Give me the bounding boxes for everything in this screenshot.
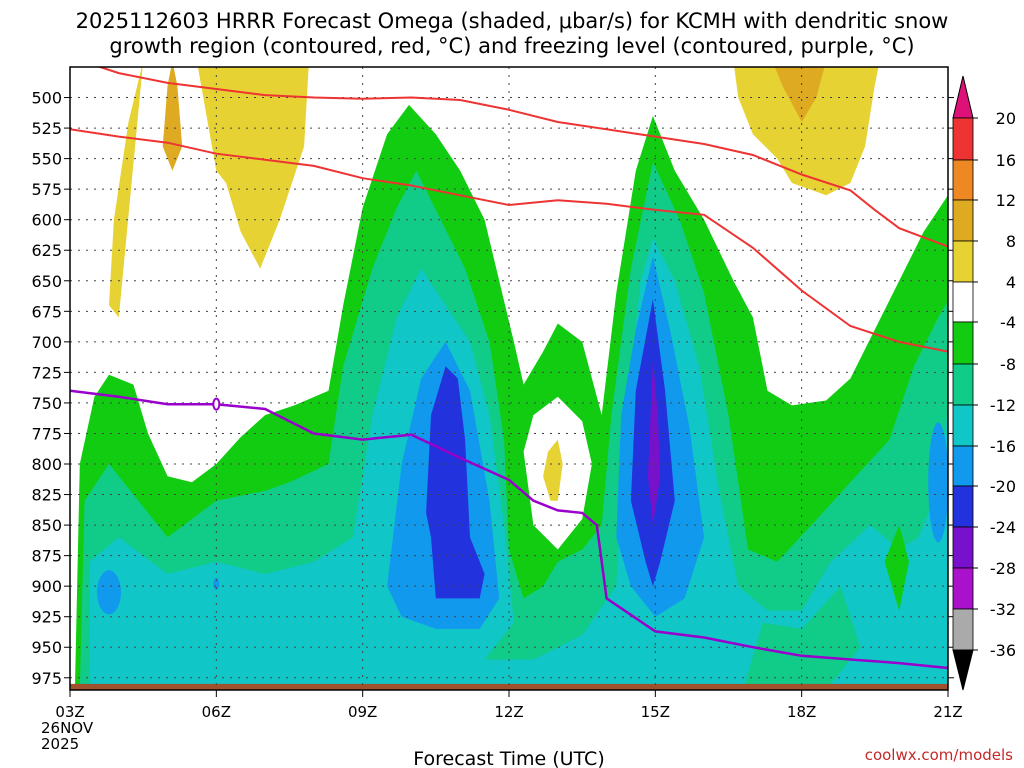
omega-contour-p8-05z <box>162 67 183 171</box>
omega-contour-p8-18z <box>774 67 825 122</box>
colorbar-label: 4 <box>1006 273 1016 292</box>
colorbar-segment <box>952 117 974 161</box>
y-tick-label: 900 <box>31 577 62 596</box>
freezing-level-label-marker <box>212 397 221 411</box>
colorbar-label: 12 <box>996 191 1016 210</box>
colorbar-segment <box>952 445 974 487</box>
colorbar-segment <box>952 281 974 323</box>
colorbar-label: -16 <box>990 437 1016 456</box>
omega-blob-04z <box>97 570 122 615</box>
colorbar-segment <box>952 485 974 528</box>
x-axis-title: Forecast Time (UTC) <box>413 748 604 768</box>
omega-shading <box>74 67 948 690</box>
colorbar-label: 8 <box>1006 232 1016 251</box>
y-tick-label: 950 <box>31 638 62 657</box>
y-tick-label: 625 <box>31 241 62 260</box>
y-tick-label: 850 <box>31 516 62 535</box>
x-tick-label: 06Z <box>202 703 231 721</box>
colorbar-bottom-arrow <box>952 649 974 691</box>
y-tick-label: 500 <box>31 89 62 108</box>
y-tick-label: 825 <box>31 486 62 505</box>
y-tick-label: 975 <box>31 669 62 688</box>
colorbar-label: 16 <box>996 151 1016 170</box>
x-date-label: 26NOV <box>41 719 94 737</box>
omega-contour-m12 <box>89 238 948 690</box>
colorbar-label: -8 <box>1000 355 1016 374</box>
omega-contour-p4-18z <box>734 67 879 196</box>
omega-contour-p4-13z <box>543 439 563 501</box>
y-tick-label: 550 <box>31 150 62 169</box>
x-tick-label: 18Z <box>787 703 816 721</box>
colorbar-label: -24 <box>990 518 1016 537</box>
omega-lowright-green <box>743 586 861 690</box>
y-tick-label: 700 <box>31 333 62 352</box>
colorbar-label: -32 <box>990 600 1016 619</box>
x-tick-label: 15Z <box>641 703 670 721</box>
dendritic-contour-line <box>70 128 948 353</box>
omega-contour-m24-15z <box>648 360 661 526</box>
y-tick-label: 875 <box>31 547 62 566</box>
colorbar-label: 20 <box>996 109 1016 128</box>
colorbar-segment <box>952 199 974 242</box>
omega-contour-p4-05z <box>109 67 309 318</box>
colorbar-label: -12 <box>990 396 1016 415</box>
freezing-level-line <box>70 389 948 670</box>
y-tick-label: 575 <box>31 180 62 199</box>
colorbar-segment <box>952 363 974 406</box>
colorbar-segment <box>952 159 974 201</box>
ground-fill <box>70 683 948 690</box>
colorbar-segment <box>952 404 974 447</box>
omega-blob-21z <box>928 422 949 543</box>
y-tick-label: 750 <box>31 394 62 413</box>
chart-title-line2: growth region (contoured, red, °C) and f… <box>109 34 915 58</box>
y-tick-label: 800 <box>31 455 62 474</box>
colorbar-segment <box>952 240 974 283</box>
x-tick-label: 03Z <box>55 703 84 721</box>
x-date-label: 2025 <box>41 735 79 753</box>
dendritic-contour-line <box>96 67 948 248</box>
colorbar-top-arrow <box>952 75 974 119</box>
omega-contour-m20-11z <box>426 366 485 599</box>
x-tick-label: 09Z <box>348 703 377 721</box>
colorbar-segment <box>952 567 974 610</box>
y-tick-label: 600 <box>31 211 62 230</box>
colorbar-segment <box>952 608 974 651</box>
colorbar-label: -36 <box>990 641 1016 660</box>
omega-lowright-green2 <box>884 525 909 611</box>
y-tick-label: 675 <box>31 302 62 321</box>
x-tick-label: 21Z <box>933 703 962 721</box>
colorbar-label: -28 <box>990 559 1016 578</box>
chart-title-line1: 2025112603 HRRR Forecast Omega (shaded, … <box>75 9 949 33</box>
x-tick-label: 12Z <box>494 703 523 721</box>
y-tick-label: 525 <box>31 119 62 138</box>
y-tick-label: 725 <box>31 363 62 382</box>
colorbar-label: -20 <box>990 477 1016 496</box>
colorbar-label: -4 <box>1000 313 1016 332</box>
credit-text: coolwx.com/models <box>864 746 1013 764</box>
y-tick-label: 650 <box>31 272 62 291</box>
y-tick-label: 775 <box>31 424 62 443</box>
colorbar-segment <box>952 321 974 365</box>
colorbar-segment <box>952 526 974 569</box>
omega-blob-06z <box>213 577 220 590</box>
y-tick-label: 925 <box>31 608 62 627</box>
